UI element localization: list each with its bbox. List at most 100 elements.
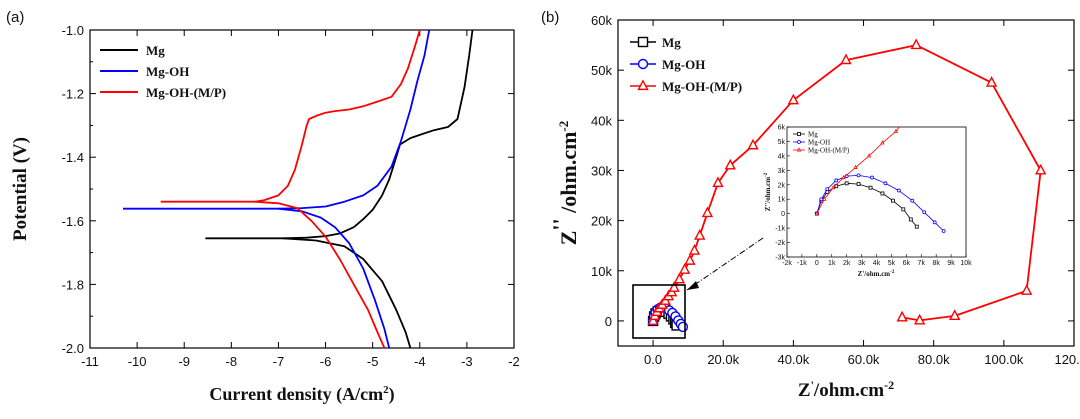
x-tick-label: -6 <box>320 354 332 369</box>
inset-y-label: Z''/ohm.cm-2 <box>764 172 772 211</box>
series-line-mg-oh-m-p <box>160 29 421 203</box>
inset-marker-mg-oh-m-p <box>866 153 872 158</box>
x-tick-label: 80.0k <box>918 352 950 367</box>
plot-frame-b <box>617 19 1075 347</box>
y-tick-label: 60k <box>591 13 612 28</box>
series-marker-mg-oh-m-p <box>840 53 852 65</box>
inset-chart: -2k -1k 0 1k 2k 3k 4k 5k 6k 7k 8k 9k 10k-3k-2k-1k01k… <box>764 10 994 279</box>
inset-y-tick-label: 6k <box>778 125 786 132</box>
y-axis-label-a: Potential (V) <box>10 137 31 241</box>
y-tick-label: -1.8 <box>62 277 84 292</box>
inset-marker-mg-oh-m-p <box>927 92 930 95</box>
inset-marker-mg <box>868 185 873 190</box>
x-tick-label: -4 <box>414 354 426 369</box>
inset-axes: -2k -1k 0 1k 2k 3k 4k 5k 6k 7k 8k 9k 10k-3k-2k-1k01k… <box>775 125 972 268</box>
inset-x-tick-label: 5k <box>888 260 896 267</box>
legend-marker-mg-oh <box>637 58 649 70</box>
inset-marker-mg-oh-m-p <box>991 10 994 13</box>
series-marker-mg-oh-m-p <box>694 228 706 240</box>
inset-x-tick-label: 0 <box>815 260 819 267</box>
inset-marker-mg-oh-m-p <box>831 185 836 190</box>
series-marker-mg-oh-m-p <box>985 76 998 87</box>
x-tick-label: 100.0k <box>984 352 1024 367</box>
inset-y-tick-label: 2k <box>778 182 786 189</box>
series-marker-mg-oh-m-p <box>647 314 659 325</box>
x-axis-a: -11 -10 -9 -8 -7 -6 -5 -4 -3 -2 <box>81 30 520 369</box>
x-tick-label: 60.0k <box>848 352 880 367</box>
x-tick-label: -7 <box>273 354 285 369</box>
y-tick-label: 50k <box>591 63 612 78</box>
inset-x-tick-label: 2k <box>843 260 851 267</box>
legend-label-mg: Mg <box>146 43 165 58</box>
inset-marker-mg-oh <box>834 178 839 183</box>
inset-marker-mg-oh <box>883 181 888 186</box>
inset-legend-label-mg-oh: Mg-OH <box>808 139 830 147</box>
y-tick-label: -1.6 <box>62 214 84 229</box>
inset-x-label: Z'/ohm.cm-2 <box>858 270 895 278</box>
inset-marker-mg-oh <box>941 229 946 233</box>
inset-marker-mg-oh <box>896 188 901 193</box>
inset-marker-mg-oh-m-p <box>905 117 908 120</box>
polarization-chart: (a) -2.0-1.8-1.6-1.4-1.2-1.0 -11 -10 -9 -8-… <box>6 9 520 405</box>
x-axis-b: 0.0 20.0k 40.0k 60.0k 80.0k 100.0k 120.0k <box>644 20 1080 367</box>
y-tick-label: 40k <box>591 113 612 128</box>
inset-marker-mg-oh-m-p <box>853 164 858 169</box>
series-line-mg <box>205 29 474 240</box>
x-tick-label: 20.0k <box>707 352 739 367</box>
inset-y-tick-label: 0 <box>781 211 785 218</box>
y-axis-a: -2.0 -1.8 -1.6 -1.4 -1.2 -1.0 <box>62 23 514 356</box>
nyquist-chart: (b) 0 10k 20k 30k 40k 50k 60k 0.0 20.0k 40.0k 60.… <box>541 9 1080 401</box>
inset-marker-mg <box>908 217 913 222</box>
inset-series-group <box>814 10 994 233</box>
y-axis-label-b: Z'' /ohm.cm-2 <box>548 121 581 246</box>
series-group-b <box>647 38 1047 333</box>
legend-marker-mg <box>637 36 649 48</box>
inset-marker-mg-oh <box>870 175 874 180</box>
series-line-mg-oh <box>278 207 391 349</box>
x-axis-label-b: Z'/ohm.cm-2 <box>798 378 894 401</box>
series-line-mg <box>283 237 412 349</box>
inset-marker-mg-oh-m-p <box>972 39 975 42</box>
series-group-a <box>123 29 474 349</box>
panel-a-label: (a) <box>6 9 24 26</box>
inset-y-tick-label: 5k <box>778 139 786 146</box>
zoom-region-box <box>632 284 686 339</box>
inset-marker-mg-oh <box>825 187 830 192</box>
x-tick-label: -3 <box>461 354 473 369</box>
series-marker-mg-oh-m-p <box>787 93 800 105</box>
inset-marker-mg-oh <box>819 197 824 202</box>
x-axis-label-a: Current density (A/cm2) <box>209 384 394 405</box>
legend-label-mg-oh-m-p: Mg-OH-(M/P) <box>662 79 742 94</box>
inset-marker-mg <box>856 182 861 186</box>
series-marker-mg-oh-m-p <box>747 138 759 150</box>
y-tick-label: 30k <box>591 163 612 178</box>
series-marker-mg-oh-m-p <box>1020 284 1033 295</box>
series-marker-mg-oh-m-p <box>910 38 922 50</box>
inset-marker-mg <box>844 181 849 186</box>
series-marker-mg-oh-m-p <box>712 176 724 188</box>
x-tick-label: -9 <box>178 354 190 369</box>
x-tick-label: -5 <box>367 354 379 369</box>
y-axis-b: 0 10k 20k 30k 40k 50k 60k <box>591 13 1074 329</box>
series-marker-mg-oh-m-p <box>896 310 908 322</box>
inset-y-tick-label: -3k <box>775 255 785 262</box>
inset-y-tick-label: 3k <box>778 168 786 175</box>
zoom-arrow-head <box>687 281 699 290</box>
y-tick-label: -2.0 <box>62 341 84 356</box>
series-marker-mg-oh-m-p <box>668 281 680 292</box>
inset-y-tick-label: 1k <box>778 197 786 204</box>
y-tick-label: -1.4 <box>62 150 84 165</box>
inset-legend-label-mg: Mg <box>808 131 818 139</box>
inset-marker-mg-oh <box>910 198 915 203</box>
inset-x-tick-label: 8k <box>932 260 940 267</box>
inset-marker-mg-oh <box>932 220 937 225</box>
y-tick-label: -1.2 <box>62 87 84 102</box>
inset-legend-marker-mg <box>797 132 801 136</box>
inset-x-tick-label: 10k <box>960 260 972 267</box>
inset-series-clip <box>814 10 994 233</box>
inset-marker-mg-oh-m-p <box>893 128 899 133</box>
series-marker-mg-oh <box>677 321 689 333</box>
series-marker-mg-oh-m-p <box>678 263 691 274</box>
x-tick-label: -10 <box>128 354 147 369</box>
